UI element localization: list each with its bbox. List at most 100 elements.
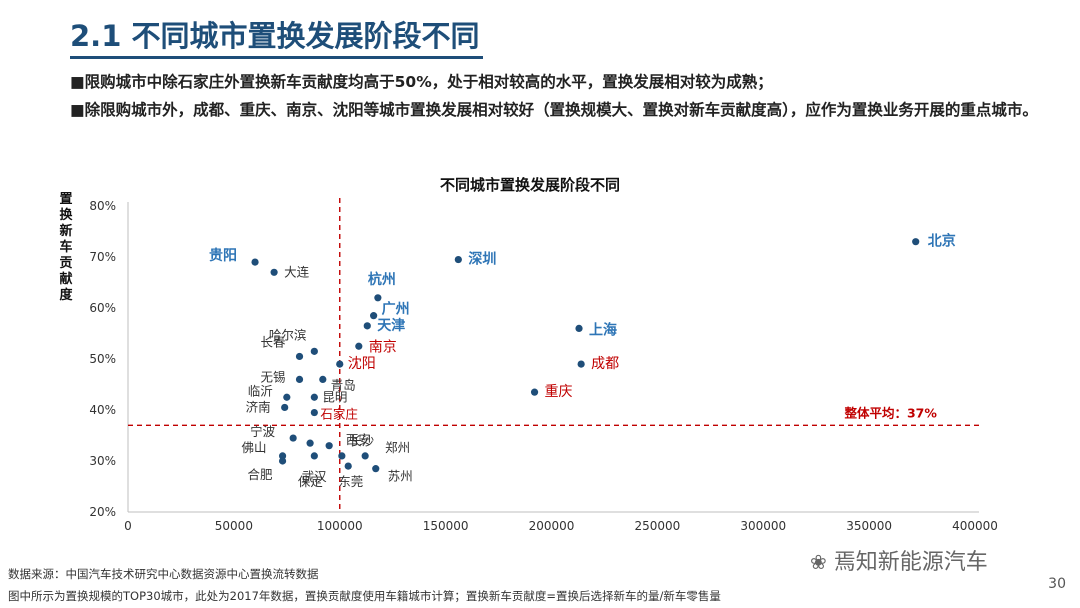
data-point-label: 北京: [928, 233, 956, 250]
watermark-text: 焉知新能源汽车: [833, 550, 988, 575]
chart-footnote: 图中所示为置换规模的TOP30城市，此处为2017年数据，置换贡献度使用车籍城市…: [8, 589, 721, 603]
data-point-label: 宁波: [250, 424, 276, 439]
data-point: [251, 258, 259, 266]
x-tick-label: 350000: [846, 519, 892, 533]
data-point: [575, 324, 583, 332]
y-tick-label: 20%: [89, 505, 116, 519]
x-tick-label: 200000: [529, 519, 575, 533]
data-point: [295, 352, 304, 361]
y-axis-label-char: 新: [59, 223, 72, 239]
data-point-label: 天津: [377, 317, 405, 334]
y-tick-label: 80%: [89, 199, 116, 213]
data-point: [306, 439, 314, 447]
data-point: [278, 457, 287, 465]
average-line-label: 整体平均：37%: [844, 405, 937, 420]
data-point-label: 南京: [369, 339, 397, 355]
data-point: [530, 388, 539, 396]
source-note: 数据来源：中国汽车技术研究中心数据资源中心置换流转数据: [8, 567, 319, 581]
x-tick-label: 150000: [423, 519, 469, 533]
data-point-label: 合肥: [248, 467, 274, 482]
data-point-label: 济南: [246, 399, 271, 414]
data-point-label: 上海: [589, 321, 617, 338]
data-point: [295, 375, 304, 383]
data-point: [374, 294, 382, 302]
data-point-label: 大连: [284, 264, 310, 279]
data-point-label: 苏州: [388, 469, 413, 484]
data-point: [338, 452, 346, 460]
data-point-label: 石家庄: [320, 407, 358, 422]
data-point-label: 佛山: [242, 440, 267, 455]
y-axis-label-char: 换: [59, 207, 73, 223]
bullet-item-2: ■除限购城市外，成都、重庆、南京、沈阳等城市置换发展相对较好（置换规模大、置换对…: [70, 101, 1038, 119]
data-point: [278, 452, 287, 460]
data-point: [289, 434, 297, 442]
data-point-label: 临沂: [248, 383, 273, 398]
y-axis-label-char: 车: [59, 239, 72, 255]
x-tick-label: 300000: [740, 519, 786, 533]
data-point: [283, 393, 291, 401]
x-tick-label: 400000: [952, 519, 998, 533]
page-number: 30: [1048, 576, 1066, 592]
data-point-label: 沈阳: [348, 356, 376, 372]
data-point: [319, 375, 327, 383]
chart-title: 不同城市置换发展阶段不同: [440, 176, 620, 194]
y-tick-label: 40%: [89, 403, 116, 417]
scatter-chart: 不同城市置换发展阶段不同 20% 30% 40% 50% 60% 70% 80% 0 50000…: [59, 176, 997, 533]
y-axis-label-char: 置: [59, 192, 72, 207]
data-point: [310, 393, 318, 401]
x-tick-label: 50000: [215, 519, 253, 533]
data-point: [270, 268, 278, 276]
data-point: [361, 452, 369, 460]
data-point: [454, 255, 462, 264]
y-tick-label: 50%: [89, 352, 116, 366]
data-point: [912, 238, 920, 246]
data-point-label: 武汉: [302, 469, 328, 484]
data-point-label: 西安: [346, 432, 371, 447]
data-point-label: 东莞: [338, 474, 363, 489]
reference-lines: 整体平均：37%: [128, 198, 979, 512]
wechat-icon: ❀: [810, 550, 827, 574]
data-point-label: 昆明: [322, 389, 347, 404]
data-point-label: 成都: [591, 356, 619, 372]
data-point: [355, 342, 363, 350]
x-tick-label: 0: [124, 519, 132, 533]
data-point: [310, 452, 318, 460]
data-point-label: 哈尔滨: [269, 327, 307, 342]
data-point: [336, 360, 344, 368]
data-point: [281, 403, 289, 412]
y-axis-label-char: 贡: [59, 256, 72, 271]
data-point: [577, 360, 585, 368]
data-point-label: 长春: [261, 334, 287, 349]
x-tick-label: 250000: [634, 519, 680, 533]
data-point-label: 保定: [298, 474, 323, 489]
x-tick-label: 100000: [317, 519, 363, 533]
y-tick-label: 30%: [89, 454, 116, 468]
y-axis-label-char: 度: [59, 287, 73, 303]
data-point-label: 郑州: [385, 440, 410, 455]
slide-title: 2.1 不同城市置换发展阶段不同: [70, 16, 484, 59]
data-point-label: 长沙: [349, 434, 375, 449]
data-point-label: 重庆: [545, 384, 573, 400]
data-point: [325, 442, 333, 450]
bullet-list: ■限购城市中除石家庄外置换新车贡献度均高于50%，处于相对较高的水平，置换发展相…: [70, 70, 1050, 126]
y-axis-label-char: 献: [59, 271, 72, 287]
watermark: ❀ 焉知新能源汽车: [810, 544, 988, 576]
data-point: [370, 312, 378, 320]
chart-axes: 20% 30% 40% 50% 60% 70% 80% 0 50000 100000 150000 2…: [59, 192, 997, 533]
data-point: [310, 408, 318, 417]
bullet-item-1: ■限购城市中除石家庄外置换新车贡献度均高于50%，处于相对较高的水平，置换发展相…: [70, 73, 773, 91]
data-point-label: 贵阳: [209, 247, 237, 264]
data-point-label: 深圳: [468, 251, 496, 268]
y-tick-label: 60%: [89, 301, 116, 315]
data-point: [344, 462, 352, 470]
data-point-label: 杭州: [368, 271, 396, 288]
slide-title-wrap: 2.1 不同城市置换发展阶段不同: [70, 16, 484, 59]
data-point: [310, 347, 318, 355]
data-point: [372, 465, 380, 473]
data-points: 北京贵阳大连 深圳杭州广州天津 上海 哈尔滨长春 南京成都 沈阳无锡青岛 重庆 临沂 昆明济南石…: [209, 233, 956, 489]
data-point-label: 广州: [382, 301, 410, 318]
data-point-label: 无锡: [261, 369, 286, 384]
y-tick-label: 70%: [89, 250, 116, 264]
data-point-label: 青岛: [331, 377, 356, 392]
data-point: [363, 322, 371, 330]
